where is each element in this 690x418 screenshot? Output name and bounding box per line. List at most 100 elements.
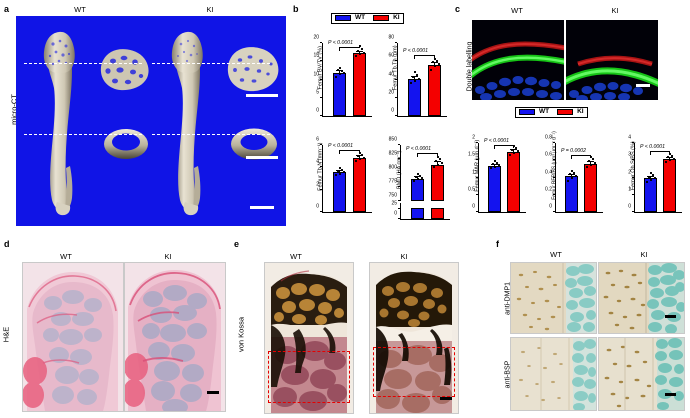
y-tick-3: 15 [313, 52, 319, 59]
panel-e-letter: e [234, 239, 240, 249]
legend-label-ki: KI [393, 14, 400, 21]
ihc-image-dmp1-ki [598, 262, 685, 334]
y-axis [478, 143, 479, 213]
ct-guide-line-wt-lower [24, 134, 142, 135]
legend-label-wt: WT [539, 108, 550, 115]
roi-box-ki [373, 347, 455, 397]
panel-c-letter: c [455, 4, 461, 14]
p-value: P < 0.0001 [403, 47, 429, 54]
ct-cortical-ki [231, 128, 277, 160]
ct-guide-line-wt-upper [24, 63, 142, 64]
he-image-ki [124, 262, 226, 412]
bar-wt [408, 78, 421, 116]
chart-femur-tb-th: Femur Tb.Th (µm) 0 20 40 60 80 P < 0.000… [388, 35, 447, 117]
chart-bmd: BMD (HA cm⁻³) 750 775 800 825 850 P < 0.… [389, 137, 450, 201]
y-tick-2: 1 [472, 169, 475, 175]
y-axis [400, 145, 401, 201]
y-tick-2: 800 [388, 164, 397, 171]
panel-b-legend: WT KI [331, 13, 404, 24]
ct-cortical-wt [104, 129, 148, 159]
y-tick-1: 2 [316, 181, 319, 188]
bar-wt-upper [411, 178, 424, 201]
p-value: P < 0.0001 [484, 137, 510, 144]
y-axis [634, 143, 635, 213]
fluorescence-render-wt [472, 20, 564, 100]
ct-bone-wt [43, 31, 75, 216]
y-axis-label: Femur BFR/BS (µm³ µm⁻² d⁻¹) [551, 131, 558, 200]
chart-femur-bfr-bs: Femur BFR/BS (µm³ µm⁻² d⁻¹) 0 0.2 0.4 0.… [545, 131, 603, 213]
panel-f-letter: f [496, 239, 499, 249]
y-tick-2: 0.4 [545, 169, 552, 175]
panel-f-column-label-ki: KI [640, 250, 648, 259]
chart-femur-tb-n: Femur Tb.N (mm⁻¹) 0 2 4 6 P < 0.0001 [316, 137, 372, 213]
panel-e-column-label-wt: WT [290, 252, 302, 261]
y-tick-4: 850 [388, 136, 397, 143]
legend-swatch-wt [519, 109, 535, 116]
he-image-wt [22, 262, 124, 412]
panel-a-column-label-ki: KI [206, 5, 214, 14]
ihc-image-bsp-ki [598, 337, 685, 411]
bar-ki [353, 52, 366, 116]
panel-d-column-label-ki: KI [164, 252, 172, 261]
y-tick-4: 20 [313, 34, 319, 41]
bar-ki [428, 64, 441, 116]
von-kossa-render-wt [265, 263, 353, 413]
von-kossa-render-ki [370, 263, 458, 413]
y-axis [555, 143, 556, 213]
scale-bar-he [207, 391, 219, 394]
y-tick-1: 1 [628, 186, 631, 193]
y-tick-1: 20 [388, 89, 394, 96]
y-tick-1: 775 [388, 178, 397, 185]
roi-box-wt [268, 351, 350, 403]
x-axis [555, 212, 603, 213]
p-value: P < 0.0001 [406, 145, 432, 152]
bar-ki [584, 163, 597, 212]
he-render-ki [125, 263, 225, 411]
panel-e-row-label: von Kossa [236, 316, 246, 353]
micro-ct-render [43, 31, 279, 216]
scale-bar-von-kossa [440, 397, 452, 400]
chart-bmd-axis-break: 25 0 [391, 201, 450, 220]
panel-c-column-label-wt: WT [511, 6, 523, 15]
panel-d-letter: d [4, 239, 10, 249]
bar-ki-upper [431, 164, 444, 201]
ct-bone-ki [171, 31, 203, 216]
von-kossa-image-ki [369, 262, 459, 414]
scale-bar-dmp1 [665, 315, 676, 318]
legend-swatch-ki [373, 15, 390, 22]
y-axis-label: BMD (HA cm⁻³) [396, 150, 403, 189]
bar-ki [353, 157, 366, 212]
y-axis [322, 43, 323, 117]
ihc-render-dmp1-ki [599, 263, 684, 333]
ihc-image-dmp1-wt [510, 262, 597, 334]
panel-e-column-label-ki: KI [400, 252, 408, 261]
ihc-render-bsp-wt [511, 338, 596, 410]
y-tick-4: 80 [388, 34, 394, 41]
bar-ki [663, 159, 676, 212]
scale-bar-bsp [665, 393, 676, 396]
p-value: P < 0.0001 [328, 39, 354, 46]
ct-trabecular-ki [227, 47, 279, 92]
bar-ki [507, 151, 520, 212]
ihc-render-bsp-ki [599, 338, 684, 410]
p-value: P < 0.0001 [328, 142, 354, 149]
x-axis [397, 116, 447, 117]
y-break-tick-25: 25 [391, 200, 397, 207]
scale-bar-cortical [246, 156, 278, 159]
y-tick-2: 4 [316, 158, 319, 165]
panel-c-column-label-ki: KI [611, 6, 619, 15]
micro-ct-image [16, 16, 286, 226]
p-value: P = 0.0002 [561, 147, 587, 154]
p-value: P < 0.0001 [640, 143, 666, 150]
ct-guide-line-ki-upper [152, 63, 270, 64]
he-render-wt [23, 263, 123, 411]
panel-a-column-label-wt: WT [74, 5, 86, 14]
y-tick-3: 60 [388, 52, 394, 59]
bar-wt [644, 178, 657, 212]
panel-f-column-label-wt: WT [550, 250, 562, 259]
ct-trabecular-wt [100, 49, 149, 91]
panel-b-letter: b [293, 4, 299, 14]
x-axis [478, 212, 526, 213]
fluorescence-render-ki [566, 20, 658, 100]
x-axis [634, 212, 682, 213]
